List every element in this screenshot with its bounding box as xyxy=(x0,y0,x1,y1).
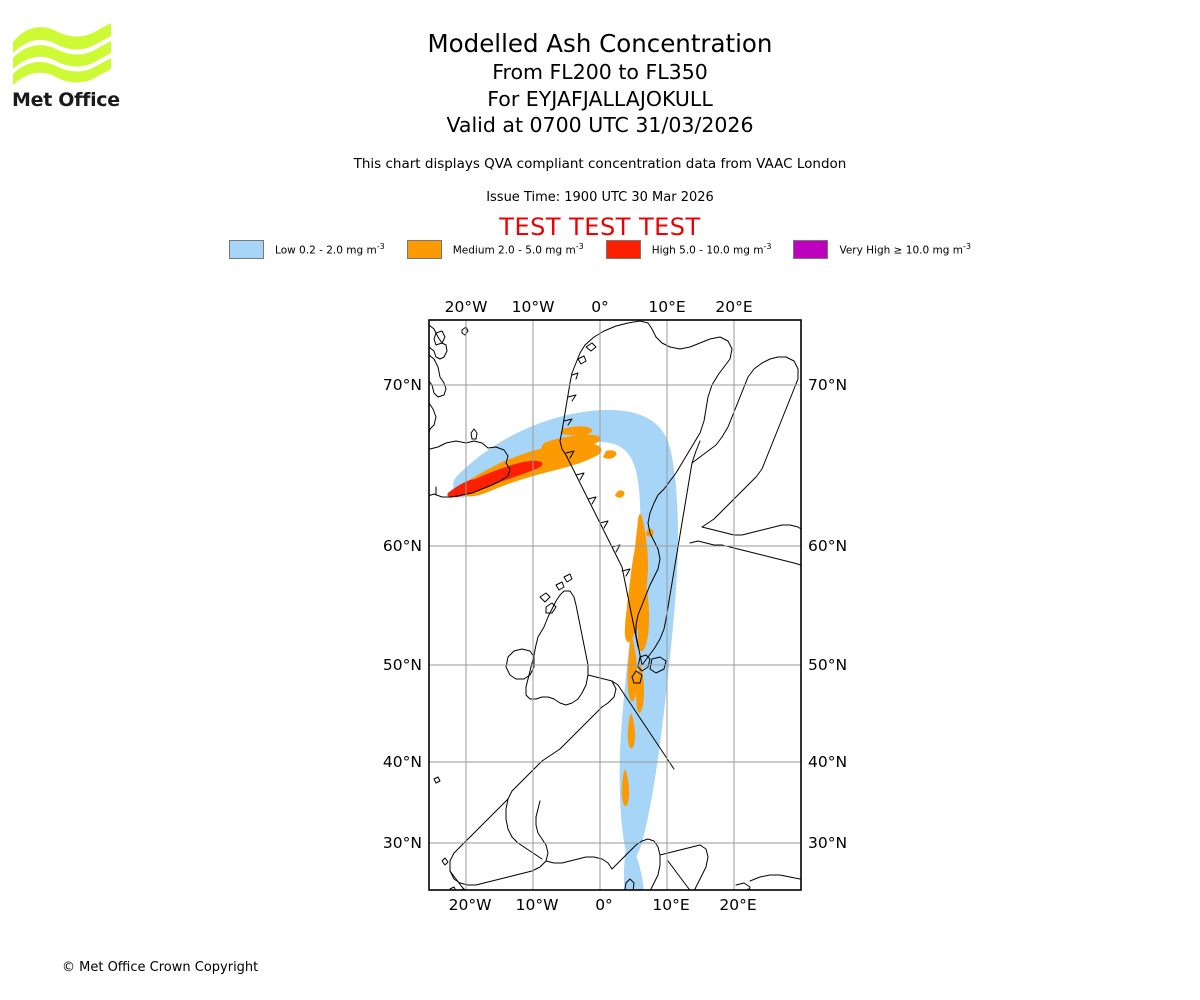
volcano-line: For EYJAFJALLAJOKULL xyxy=(487,86,713,111)
lat-label-left-4: 30°N xyxy=(383,834,422,852)
met-office-wave-mark xyxy=(13,23,111,85)
ash-concentration-map: 20°W 20°W 10°W 10°W 0° 0° 10°E 10°E 20°E 20°E 70°N… xyxy=(350,285,880,935)
issue-time: Issue Time: 1900 UTC 30 Mar 2026 xyxy=(486,190,714,205)
plume-low-concentration xyxy=(453,409,678,890)
lat-label-left-1: 60°N xyxy=(383,537,422,555)
chart-header: Modelled Ash Concentration From FL200 to… xyxy=(0,28,1200,139)
legend-medium-swatch xyxy=(406,240,442,259)
page-title: Modelled Ash Concentration xyxy=(427,29,773,58)
lat-label-left-0: 70°N xyxy=(383,376,422,394)
axis-labels: 20°W 20°W 10°W 10°W 0° 0° 10°E 10°E 20°E 20°E 70°N… xyxy=(383,298,847,914)
lon-label-bottom-2: 0° xyxy=(595,896,613,914)
lon-label-bottom-4: 20°E xyxy=(719,896,756,914)
lat-label-right-4: 30°N xyxy=(808,834,847,852)
lon-label-bottom-3: 10°E xyxy=(652,896,689,914)
legend-low-label: Low 0.2 - 2.0 mg m-3 xyxy=(275,242,385,257)
legend-high-label: High 5.0 - 10.0 mg m-3 xyxy=(651,242,772,257)
legend-very-high-swatch xyxy=(793,240,829,259)
map-frame xyxy=(428,319,802,891)
lat-label-right-2: 50°N xyxy=(808,656,847,674)
legend-very-high: Very High ≥ 10.0 mg m-3 xyxy=(793,240,971,259)
lon-label-top-0: 20°W xyxy=(445,298,488,316)
lon-label-bottom-1: 10°W xyxy=(516,896,559,914)
qva-note: This chart displays QVA compliant concen… xyxy=(353,156,847,172)
map-svg: 20°W 20°W 10°W 10°W 0° 0° 10°E 10°E 20°E 20°E 70°N… xyxy=(383,298,847,914)
test-banner: TEST TEST TEST xyxy=(499,213,701,241)
legend-high-swatch xyxy=(605,240,641,259)
plume-high-concentration xyxy=(447,460,543,498)
copyright-notice: © Met Office Crown Copyright xyxy=(62,960,259,975)
flight-level-line: From FL200 to FL350 xyxy=(492,60,708,84)
valid-at-line: Valid at 0700 UTC 31/03/2026 xyxy=(446,113,754,137)
map-background xyxy=(429,320,801,890)
legend-low: Low 0.2 - 2.0 mg m-3 xyxy=(229,240,385,259)
lon-label-top-3: 10°E xyxy=(648,298,685,316)
lat-label-left-2: 50°N xyxy=(383,656,422,674)
concentration-legend: Low 0.2 - 2.0 mg m-3 Medium 2.0 - 5.0 mg … xyxy=(0,240,1200,259)
lat-label-left-3: 40°N xyxy=(383,753,422,771)
graticule xyxy=(429,320,801,890)
met-office-logo-text: Met Office xyxy=(12,89,120,111)
lon-label-top-4: 20°E xyxy=(715,298,752,316)
coastlines xyxy=(429,320,801,890)
lat-label-right-1: 60°N xyxy=(808,537,847,555)
legend-medium-label: Medium 2.0 - 5.0 mg m-3 xyxy=(452,242,584,257)
legend-low-swatch xyxy=(229,240,265,259)
lon-label-top-1: 10°W xyxy=(512,298,555,316)
legend-very-high-label: Very High ≥ 10.0 mg m-3 xyxy=(839,242,971,257)
legend-medium: Medium 2.0 - 5.0 mg m-3 xyxy=(406,240,584,259)
met-office-logo: Met Office xyxy=(12,22,122,112)
lat-label-right-3: 40°N xyxy=(808,753,847,771)
lon-label-bottom-0: 20°W xyxy=(449,896,492,914)
lon-label-top-2: 0° xyxy=(591,298,609,316)
legend-high: High 5.0 - 10.0 mg m-3 xyxy=(605,240,772,259)
lat-label-right-0: 70°N xyxy=(808,376,847,394)
